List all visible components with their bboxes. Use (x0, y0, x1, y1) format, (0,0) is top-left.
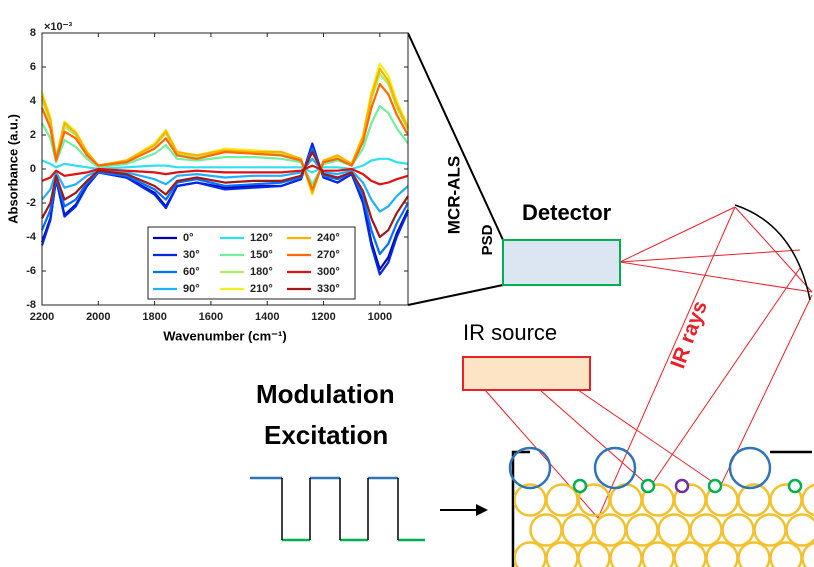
support-particle (659, 515, 690, 546)
exponent-label: ×10⁻³ (44, 21, 72, 33)
legend-label: 120° (250, 232, 273, 244)
support-particle (547, 485, 578, 516)
support-particle (611, 543, 642, 567)
x-tick-label: 1800 (142, 311, 166, 323)
modulation-label: Modulation (256, 379, 395, 409)
support-particle (515, 543, 546, 567)
small-particle (642, 480, 654, 492)
support-particle (739, 485, 770, 516)
y-tick-label: 6 (30, 61, 36, 73)
arrow (440, 504, 488, 516)
support-particle (675, 543, 706, 567)
y-tick-label: -6 (26, 265, 36, 277)
y-axis-label: Absorbance (a.u.) (5, 114, 20, 224)
psd-label: PSD (479, 224, 496, 255)
x-tick-label: 1000 (368, 311, 392, 323)
source-label: IR source (463, 320, 557, 345)
support-particle (531, 515, 562, 546)
x-tick-label: 1600 (199, 311, 223, 323)
legend-label: 30° (183, 249, 200, 261)
support-particle (691, 515, 722, 546)
support-particle (579, 543, 610, 567)
y-tick-label: -8 (26, 299, 36, 311)
support-particle (787, 515, 814, 546)
x-tick-label: 2000 (86, 311, 110, 323)
legend-label: 240° (317, 232, 340, 244)
support-particle (595, 515, 626, 546)
support-particle (739, 543, 770, 567)
detector-label: Detector (522, 200, 612, 225)
support-particle (563, 515, 594, 546)
support (515, 485, 814, 567)
legend-label: 330° (317, 283, 340, 295)
y-tick-label: 4 (30, 95, 37, 107)
y-tick-label: -2 (26, 197, 36, 209)
x-tick-label: 1200 (311, 311, 335, 323)
x-axis-label: Wavenumber (cm⁻¹) (163, 328, 286, 343)
x-tick-label: 2200 (30, 311, 54, 323)
legend-label: 150° (250, 249, 273, 261)
connector (408, 285, 503, 305)
legend-label: 270° (317, 249, 340, 261)
small-particle (789, 480, 801, 492)
legend-label: 60° (183, 266, 200, 278)
legend-label: 210° (250, 283, 273, 295)
method-label: MCR-ALS (444, 156, 463, 234)
legend-label: 0° (183, 232, 194, 244)
rays-label: IR rays (666, 298, 712, 372)
blue-particle (730, 448, 770, 488)
legend-label: 300° (317, 266, 340, 278)
y-tick-label: 8 (30, 27, 36, 39)
y-tick-label: 2 (30, 129, 36, 141)
y-tick-label: -4 (26, 231, 37, 243)
small-particle (709, 480, 721, 492)
ir-source (463, 357, 590, 390)
support-particle (803, 485, 814, 516)
support-particle (547, 543, 578, 567)
support-particle (771, 543, 802, 567)
small-particle (676, 480, 688, 492)
sample (510, 448, 814, 567)
figure: MCR-ALS PSD IR rays Detector IR source M… (0, 0, 814, 567)
support-particle (755, 515, 786, 546)
support-particle (627, 515, 658, 546)
support-particle (643, 543, 674, 567)
excitation-label: Excitation (264, 420, 388, 450)
support-particle (707, 543, 738, 567)
blue-particle (510, 448, 550, 488)
small-particle (574, 480, 586, 492)
x-tick-label: 1400 (255, 311, 279, 323)
detector (503, 240, 620, 285)
support-particle (723, 515, 754, 546)
y-tick-label: 0 (30, 163, 36, 175)
legend-label: 90° (183, 283, 200, 295)
legend-label: 180° (250, 266, 273, 278)
square-wave (250, 478, 425, 540)
